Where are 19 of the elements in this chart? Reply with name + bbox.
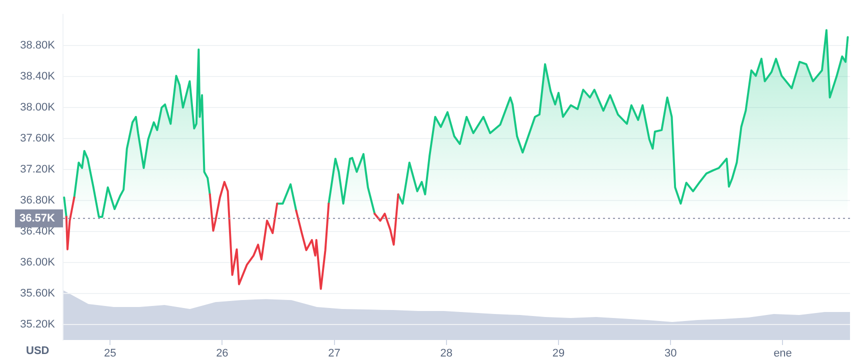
y-tick-label: 36.40K <box>20 226 56 238</box>
ref-line-label: 36.57K <box>20 212 56 224</box>
y-tick-label: 38.00K <box>20 102 56 114</box>
y-tick-label: 37.60K <box>20 132 56 145</box>
x-tick-label: 29 <box>552 348 565 360</box>
x-tick-label: 30 <box>664 348 677 360</box>
x-tick-label: ene <box>774 348 792 360</box>
y-tick-label: 35.20K <box>20 318 56 331</box>
x-tick-label: 25 <box>104 348 116 360</box>
y-tick-label: 36.00K <box>20 256 56 269</box>
y-axis-title: USD <box>26 345 50 358</box>
x-tick-label: 26 <box>216 348 228 360</box>
x-tick-label: 27 <box>328 348 340 360</box>
y-tick-label: 35.60K <box>20 288 56 300</box>
y-tick-label: 38.80K <box>20 40 56 52</box>
y-tick-label: 38.40K <box>20 70 56 83</box>
y-tick-label: 37.20K <box>20 164 56 176</box>
x-tick-label: 28 <box>440 348 453 360</box>
y-tick-label: 36.80K <box>20 194 56 207</box>
